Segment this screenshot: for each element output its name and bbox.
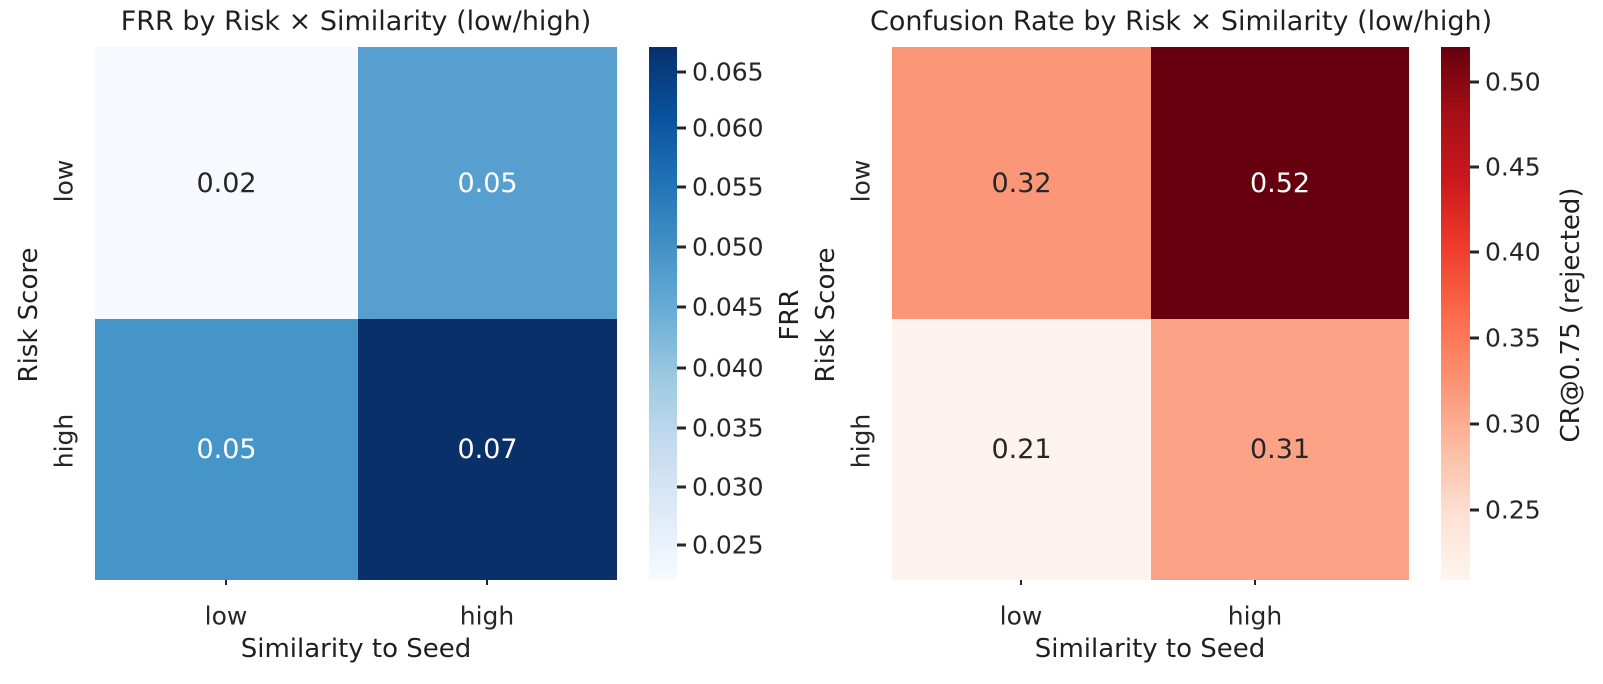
cell-value: 0.05 [457, 167, 518, 199]
cr-x-tick-low: low [999, 601, 1043, 631]
colorbar-tick: 0.45 [1470, 152, 1541, 181]
frr-colorbar-ticks: 0.065 0.060 0.055 0.050 0.045 0.040 0.03… [677, 47, 787, 580]
heatmap-cell: 0.05 [358, 47, 617, 319]
colorbar-tick: 0.035 [677, 414, 764, 443]
cell-value: 0.07 [457, 434, 518, 465]
colorbar-tick: 0.40 [1470, 238, 1541, 267]
heatmap-cell: 0.05 [95, 319, 358, 580]
heatmap-cell: 0.31 [1151, 319, 1409, 580]
cr-heatmap: 0.32 0.52 0.21 0.31 [892, 47, 1409, 580]
heatmap-cell: 0.07 [358, 319, 617, 580]
cell-value: 0.05 [196, 434, 257, 465]
frr-heatmap: 0.02 0.05 0.05 0.07 [95, 47, 617, 580]
frr-x-tick-high: high [459, 601, 515, 631]
frr-colorbar [649, 47, 677, 580]
x-tickmark [1020, 580, 1022, 585]
x-tickmark [486, 580, 488, 585]
colorbar-tick: 0.040 [677, 353, 764, 382]
colorbar-tick: 0.30 [1470, 409, 1541, 438]
colorbar-tick: 0.50 [1470, 68, 1541, 97]
heatmap-cell: 0.21 [892, 319, 1151, 580]
colorbar-tick: 0.25 [1470, 495, 1541, 524]
colorbar-tick: 0.35 [1470, 324, 1541, 353]
cr-y-tick-low: low [846, 159, 876, 203]
cell-value: 0.31 [1249, 434, 1311, 465]
cell-value: 0.32 [991, 167, 1052, 199]
heatmap-cell: 0.02 [95, 47, 358, 319]
frr-x-axis-label: Similarity to Seed [240, 634, 472, 664]
cr-colorbar-ticks: 0.50 0.45 0.40 0.35 0.30 0.25 [1470, 47, 1580, 580]
cell-value: 0.02 [196, 167, 257, 199]
cr-x-tick-high: high [1227, 601, 1283, 631]
frr-x-tick-low: low [204, 601, 248, 631]
colorbar-tick: 0.025 [677, 530, 764, 559]
cell-value: 0.52 [1249, 167, 1311, 199]
colorbar-tick: 0.045 [677, 293, 764, 322]
cr-y-axis-label: Risk Score [811, 247, 841, 383]
colorbar-tick: 0.055 [677, 173, 764, 202]
colorbar-tick: 0.065 [677, 58, 764, 87]
cr-x-axis-label: Similarity to Seed [1034, 634, 1266, 664]
frr-colorbar-label: FRR [775, 289, 805, 341]
cr-chart-title: Confusion Rate by Risk × Similarity (low… [870, 6, 1493, 37]
cr-y-tick-high: high [846, 413, 876, 469]
x-tickmark [1254, 580, 1256, 585]
colorbar-tick: 0.050 [677, 232, 764, 261]
colorbar-tick: 0.030 [677, 473, 764, 502]
frr-y-tick-low: low [49, 159, 79, 203]
cr-colorbar [1441, 47, 1470, 580]
colorbar-tick: 0.060 [677, 114, 764, 143]
frr-y-axis-label: Risk Score [14, 247, 44, 383]
heatmap-cell: 0.32 [892, 47, 1151, 319]
heatmap-cell: 0.52 [1151, 47, 1409, 319]
cell-value: 0.21 [991, 434, 1052, 465]
x-tickmark [225, 580, 227, 585]
frr-y-tick-high: high [49, 413, 79, 469]
cr-colorbar-label: CR@0.75 (rejected) [1556, 187, 1586, 443]
frr-chart-title: FRR by Risk × Similarity (low/high) [120, 6, 592, 37]
